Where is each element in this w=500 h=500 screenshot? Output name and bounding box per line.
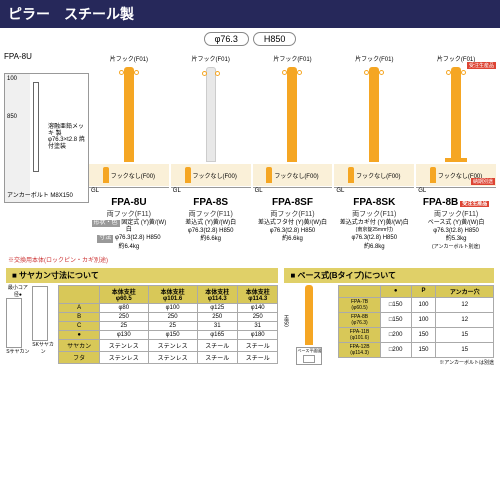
sayakan-diagram: 最小コア径● Sサヤカン SKサヤカン (6, 285, 54, 355)
page-title: ピラー スチール製 (0, 0, 500, 28)
base-section: ■ ベース式(Bタイプ)について H850 ベース平面図 ●Pアンカー穴FPA-… (284, 268, 494, 370)
base-diagram: H850 ベース平面図 (284, 285, 334, 370)
base-table: ●Pアンカー穴FPA-7B(φ60.5)□15010012FPA-8B(φ76.… (338, 285, 494, 358)
product-FPA-8B: 片フック(F01) 受注生産品 フックなし(F00)納期別途 GL FPA-8B… (416, 52, 496, 251)
sayakan-section: ■ サヤカン寸法について 最小コア径● Sサヤカン SKサヤカン 本体支柱φ60… (6, 268, 278, 370)
base-title: ■ ベース式(Bタイプ)について (284, 268, 494, 283)
diameter-pill: φ76.3 (204, 32, 249, 46)
product-FPA-8SF: 片フック(F01) フックなし(F00) GL FPA-8SF 両フック(F11… (253, 52, 333, 251)
product-FPA-8S: 片フック(F01) フックなし(F00) GL FPA-8S 両フック(F11)… (171, 52, 251, 251)
product-FPA-8U: 片フック(F01) フックなし(F00) GL FPA-8U 両フック(F11)… (89, 52, 169, 251)
sayakan-title: ■ サヤカン寸法について (6, 268, 278, 283)
product-row: 片フック(F01) フックなし(F00) GL FPA-8U 両フック(F11)… (89, 52, 496, 251)
exchange-note: ※交換用本体(ロックピン・カギ別途) (0, 253, 500, 266)
base-note: ※アンカーボルトは別途 (338, 359, 494, 366)
tech-diagram: FPA-8U 100 850 溶融亜鉛メッキ 製 φ76.3×t2.8 焼付塗装… (4, 52, 89, 251)
product-FPA-8SK: 片フック(F01) フックなし(F00) GL FPA-8SK 両フック(F11… (334, 52, 414, 251)
diagram-model: FPA-8U (4, 52, 89, 61)
sayakan-table: 本体支柱φ60.5本体支柱φ101.6本体支柱φ114.3本体支柱φ114.3A… (58, 285, 278, 364)
spec-pills: φ76.3 H850 (0, 28, 500, 50)
height-pill: H850 (253, 32, 297, 46)
